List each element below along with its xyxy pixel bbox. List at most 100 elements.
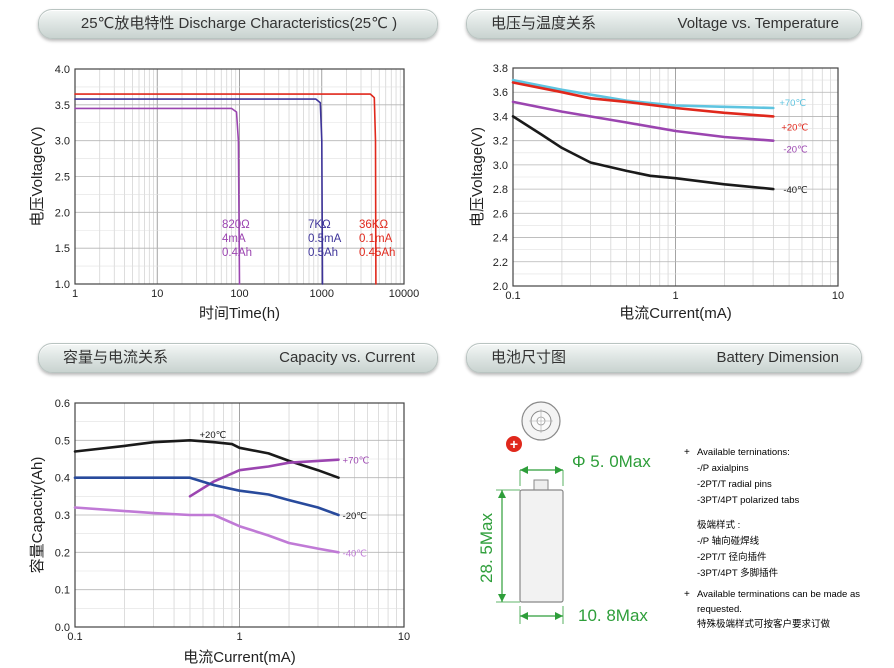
series-line--40-: [73, 506, 340, 554]
note-1-bullet: +: [684, 447, 690, 458]
note-2-line-1: 极端样式 :: [697, 519, 740, 531]
y-tick-label: 0.0: [55, 622, 70, 634]
capacity-header-en: Capacity vs. Current: [279, 349, 415, 366]
series-line-36k-0-1ma-0-45ah: [74, 93, 377, 285]
y-tick-label: 3.8: [493, 63, 508, 75]
chart-capacity: 0.00.10.20.30.40.50.60.1 1 10电流Current(mA)…: [29, 398, 410, 666]
battery-body: [519, 489, 564, 603]
series-line-820-4ma-0-4ah: [74, 107, 241, 285]
x-tick-label: 1: [672, 290, 678, 302]
voltage-temp-header-en: Voltage vs. Temperature: [677, 15, 839, 32]
series-line--70-: [188, 458, 340, 498]
capacity-header: 容量与电流关系 Capacity vs. Current: [38, 343, 438, 373]
y-tick-label: 0.6: [55, 398, 70, 410]
x-tick-label: 10: [832, 290, 844, 302]
note-1-line-4: -3PT/4PT polarized tabs: [697, 495, 800, 506]
y-tick-label: 4.0: [55, 64, 70, 76]
capacity-header-cn: 容量与电流关系: [63, 349, 169, 366]
y-tick-label: 0.3: [55, 510, 70, 522]
y-axis-label: 电压Voltage(V): [29, 126, 46, 226]
x-tick-label: 1000: [310, 288, 334, 300]
discharge-header: 25℃放电特性 Discharge Characteristics(25℃ ): [38, 9, 438, 39]
dimension-header: 电池尺寸图 Battery Dimension: [466, 343, 862, 373]
discharge-header-title: 25℃放电特性 Discharge Characteristics(25℃ ): [80, 15, 398, 32]
note-2-line-3: -2PT/T 径向插件: [697, 551, 767, 563]
note-3-line-2: requested.: [697, 604, 742, 615]
chart-discharge: 1.0 1.5 2.0 2.5 3.0 3.5 4.0 1 10 100 1000 10000 时间Ti…: [29, 64, 419, 322]
series-label: 0.4Ah: [222, 247, 252, 259]
y-tick-label: 3.6: [493, 87, 508, 99]
series-label: 36KΩ: [359, 219, 388, 231]
x-tick-label: 100: [230, 288, 248, 300]
positive-terminal-sign: +: [510, 436, 518, 452]
y-tick-label: 3.0: [493, 160, 508, 172]
voltage-temp-header: 电压与温度关系 Voltage vs. Temperature: [466, 9, 862, 39]
y-axis-label: 电压Voltage(V): [469, 127, 486, 227]
y-tick-label: 0.1: [55, 585, 70, 597]
length-label: 28. 5Max: [477, 513, 496, 583]
series-end-label: +70℃: [343, 456, 370, 467]
y-tick-label: 0.2: [55, 547, 70, 559]
series-label: 0.5mA: [308, 233, 342, 245]
series-end-label: +20℃: [781, 122, 808, 133]
x-tick-label: 1: [72, 288, 78, 300]
series-line--40-: [511, 115, 775, 191]
x-axis-label: 时间Time(h): [199, 305, 280, 322]
x-axis-label: 电流Current(mA): [183, 649, 296, 666]
x-axis-label: 电流Current(mA): [619, 305, 732, 322]
lead-length-label: 10. 8Max: [578, 606, 648, 625]
y-axis-label: 容量Capacity(Ah): [29, 457, 46, 574]
note-1-line-1: Available terninations:: [697, 447, 790, 458]
series-line--20-: [73, 439, 340, 479]
note-2-line-4: -3PT/4PT 多脚插件: [697, 567, 779, 579]
series-label: 820Ω: [222, 219, 250, 231]
note-2-line-2: -/P 轴向碰焊线: [697, 535, 760, 547]
x-tick-label: 0.1: [67, 631, 82, 643]
y-tick-label: 1.5: [55, 243, 70, 255]
y-tick-label: 3.2: [493, 136, 508, 148]
series-label: 4mA: [222, 233, 246, 245]
series-label: 0.5Ah: [308, 247, 338, 259]
x-tick-label: 10000: [389, 288, 420, 300]
y-tick-label: 3.4: [493, 111, 508, 123]
y-tick-label: 1.0: [55, 279, 70, 291]
note-1-line-3: -2PT/T radial pins: [697, 479, 772, 490]
y-tick-label: 2.8: [493, 184, 508, 196]
series-end-label: +70℃: [779, 98, 806, 109]
y-tick-label: 2.2: [493, 257, 508, 269]
y-tick-label: 2.0: [493, 281, 508, 293]
series-label: 0.45Ah: [359, 247, 395, 259]
x-tick-label: 0.1: [505, 290, 520, 302]
x-tick-label: 1: [236, 631, 242, 643]
note-3-bullet: +: [684, 589, 690, 600]
y-tick-label: 0.4: [55, 473, 70, 485]
y-tick-label: 2.6: [493, 208, 508, 220]
y-tick-label: 2.0: [55, 207, 70, 219]
y-tick-label: 0.5: [55, 435, 70, 447]
note-3-line-1: Available terminations can be made as: [697, 589, 860, 600]
y-tick-label: 2.4: [493, 233, 508, 245]
series-line-7k-0-5ma-0-5ah: [74, 98, 324, 285]
series-end-label: -20℃: [343, 511, 368, 522]
series-label: 0.1mA: [359, 233, 393, 245]
plot-frame: [512, 67, 839, 287]
series-end-label: -40℃: [343, 548, 368, 559]
plot-frame: [74, 402, 405, 628]
series-line--20-: [73, 476, 340, 517]
series-line--20-: [511, 81, 775, 118]
series-end-label: -40℃: [783, 185, 808, 196]
x-tick-label: 10: [151, 288, 163, 300]
chart-voltage_temp: 2.0 2.2 2.4 2.6 2.8 3.0 3.2 3.4 3.6 3.8 0.1 1 10 电流Cu…: [469, 63, 844, 322]
x-tick-label: 10: [398, 631, 410, 643]
series-line--20-: [511, 100, 775, 142]
dimension-header-cn: 电池尺寸图: [491, 349, 567, 366]
note-3-line-3: 特殊极端样式可按客户要求订做: [697, 618, 831, 630]
series-end-label: +20℃: [200, 430, 227, 441]
series-label: 7KΩ: [308, 219, 331, 231]
y-tick-label: 3.0: [55, 136, 70, 148]
positive-terminal-icon: [506, 436, 522, 452]
series-end-label: -20℃: [783, 145, 808, 156]
y-tick-label: 3.5: [55, 100, 70, 112]
